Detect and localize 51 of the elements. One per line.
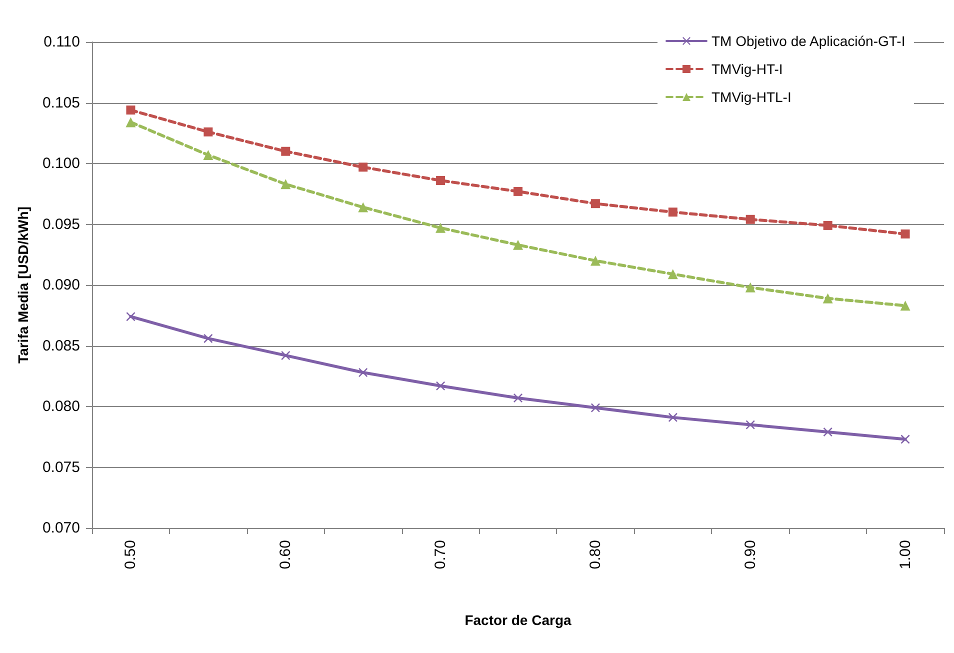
legend-label: TMVig-HT-I [711,61,783,77]
point [436,222,446,233]
point [668,412,678,422]
point [358,202,368,212]
y-axis-title: Tarifa Media [USD/kWh] [15,206,31,364]
point [823,220,832,230]
point [204,127,213,136]
y-tick-label: 0.090 [42,276,80,294]
x-tick-label: 0.90 [742,540,759,570]
point [514,186,522,196]
y-tick-label: 0.105 [42,94,80,112]
point [590,256,600,266]
point [900,229,910,238]
point [746,420,755,430]
y-tick-label: 0.085 [42,337,80,354]
x-axis-title: Factor de Carga [464,612,572,628]
point [358,162,368,172]
point [281,146,290,156]
point [746,214,755,224]
point [823,428,832,437]
y-tick-label: 0.080 [42,398,80,415]
point [590,199,600,208]
y-tick-label: 0.110 [44,34,80,50]
legend-label: TM Objetivo de Aplicación-GT-I [711,33,906,49]
x-tick-label: 0.50 [122,540,140,570]
point [436,176,446,186]
legend-label: TMVig-HTL-I [711,89,792,105]
point [822,293,833,304]
point [204,334,213,343]
point [126,117,136,128]
point [900,300,910,311]
point [668,269,678,280]
point [436,381,446,390]
point [203,150,214,160]
y-tick-label: 0.075 [42,458,80,476]
x-tick-label: 0.60 [277,540,294,570]
point [513,240,523,250]
y-tick-label: 0.070 [42,520,80,536]
y-tick-label: 0.100 [42,155,80,172]
x-tick-label: 1.00 [896,540,914,570]
point [126,106,136,115]
x-tick-label: 0.70 [432,540,450,570]
point [281,350,290,360]
point [590,403,600,412]
x-tick-label: 0.80 [586,540,604,570]
point [668,208,678,217]
point [280,179,291,190]
y-tick-label: 0.095 [42,216,80,233]
point [358,368,368,377]
point [745,282,756,292]
point [126,312,136,322]
